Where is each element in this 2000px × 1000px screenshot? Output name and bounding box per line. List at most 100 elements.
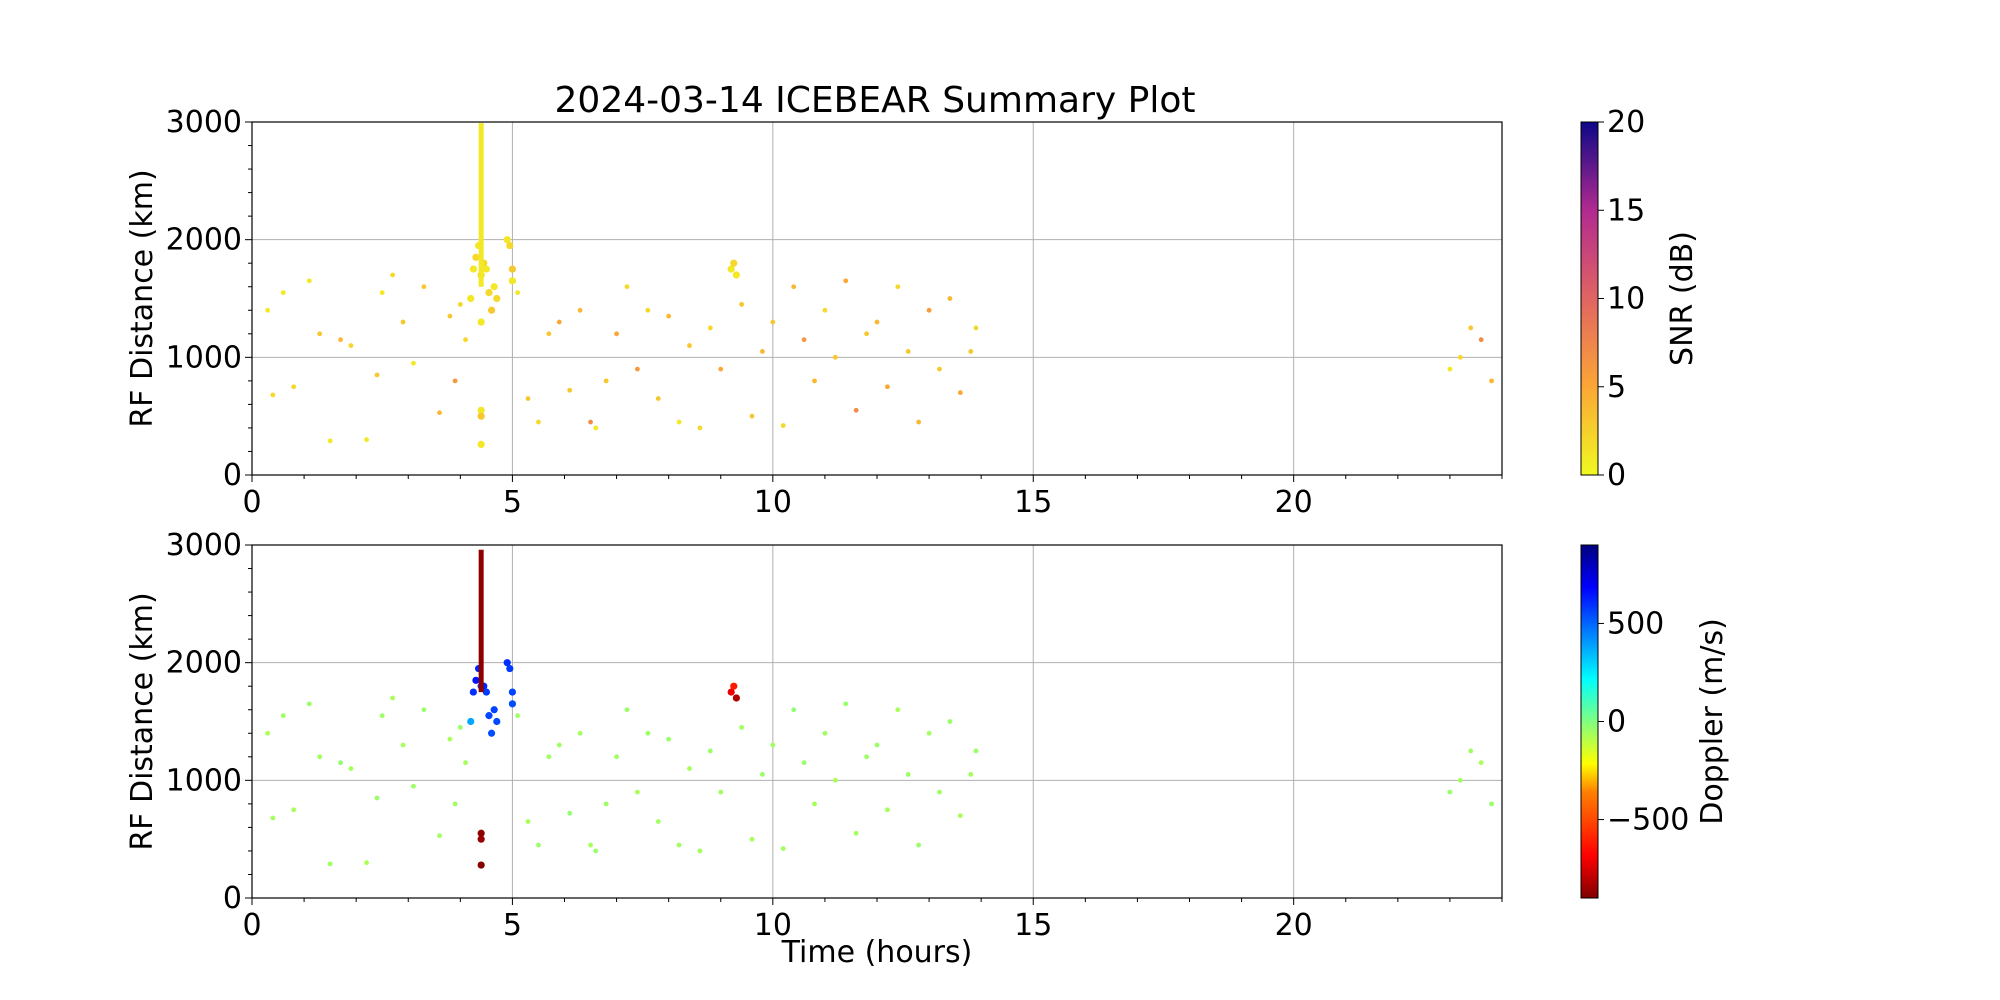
data-point (503, 236, 511, 244)
chart-title: 2024-03-14 ICEBEAR Summary Plot (555, 80, 1196, 121)
data-point (467, 717, 475, 726)
colorbar-tick-label: 20 (1607, 105, 1645, 140)
data-point (457, 301, 463, 307)
data-point (707, 748, 713, 754)
data-point (477, 440, 485, 449)
data-point (937, 366, 942, 372)
data-point (588, 419, 593, 425)
data-point (905, 349, 911, 354)
data-point (485, 289, 493, 297)
data-point (732, 694, 740, 702)
colorbar-tick-label: 10 (1607, 282, 1645, 317)
data-point (490, 283, 498, 291)
data-point (327, 861, 333, 867)
data-point (968, 349, 974, 354)
data-point (374, 795, 380, 801)
data-point (732, 271, 740, 279)
data-point (812, 378, 817, 384)
colorbar-label: SNR (dB) (1665, 231, 1700, 366)
data-point (472, 676, 480, 684)
data-point (503, 659, 511, 667)
data-point (411, 360, 416, 366)
data-point (864, 331, 869, 337)
data-point (947, 296, 953, 301)
data-point (556, 742, 562, 748)
x-tick-label: 10 (754, 485, 792, 520)
data-point (697, 848, 703, 854)
data-point (760, 349, 765, 354)
data-point (493, 717, 501, 726)
data-point (508, 700, 517, 708)
data-point (968, 772, 974, 777)
data-point (1447, 366, 1453, 372)
data-point (265, 307, 271, 313)
data-point (280, 713, 286, 719)
data-point (947, 719, 953, 724)
x-tick-label: 15 (1014, 908, 1052, 943)
data-point (390, 695, 396, 701)
data-point (603, 378, 609, 384)
data-point (291, 807, 297, 813)
data-point (730, 259, 738, 267)
data-point (655, 396, 661, 401)
data-point (452, 378, 458, 384)
data-point (1489, 378, 1494, 384)
data-point (400, 319, 406, 325)
data-point (477, 835, 485, 843)
data-point (1489, 801, 1494, 807)
data-point (348, 343, 354, 348)
data-point (487, 306, 496, 314)
data-point (645, 730, 651, 736)
data-point (687, 766, 692, 771)
data-point (317, 754, 323, 760)
data-point (452, 801, 458, 807)
colorbar-tick-label: 15 (1607, 193, 1645, 228)
data-point (472, 253, 480, 261)
data-point (536, 842, 541, 848)
data-point (635, 366, 640, 372)
x-tick-label: 20 (1275, 908, 1313, 943)
data-point (348, 766, 354, 771)
data-point (718, 366, 724, 372)
data-point (508, 277, 517, 285)
data-point (515, 290, 521, 296)
data-point (593, 425, 599, 431)
data-point (926, 307, 932, 313)
data-point (885, 384, 890, 390)
data-point (477, 861, 485, 869)
data-point (567, 387, 573, 393)
data-point (338, 337, 343, 343)
data-point (400, 742, 406, 748)
data-point (843, 278, 849, 284)
data-point (1478, 760, 1484, 766)
colorbar (1580, 121, 1599, 476)
data-point (437, 833, 442, 839)
data-point (487, 729, 496, 737)
data-point (306, 701, 312, 707)
data-point (270, 392, 276, 398)
data-point (957, 390, 963, 396)
data-point (508, 688, 517, 696)
data-point (1468, 748, 1474, 754)
data-point (411, 783, 416, 789)
colorbar-tick-label: 500 (1607, 606, 1664, 641)
data-point (447, 313, 453, 319)
plot-frame (251, 544, 1503, 899)
data-point (718, 789, 724, 795)
data-point (822, 730, 828, 736)
data-point (482, 688, 490, 696)
data-point (770, 742, 776, 748)
x-tick-label: 15 (1014, 485, 1052, 520)
data-point (760, 772, 765, 777)
y-tick-label: 2000 (166, 646, 242, 681)
data-point (463, 337, 468, 343)
data-point (437, 410, 442, 416)
data-point (905, 772, 911, 777)
data-point (447, 736, 453, 742)
data-point (493, 294, 501, 303)
data-point (374, 372, 380, 378)
data-point (525, 819, 531, 824)
